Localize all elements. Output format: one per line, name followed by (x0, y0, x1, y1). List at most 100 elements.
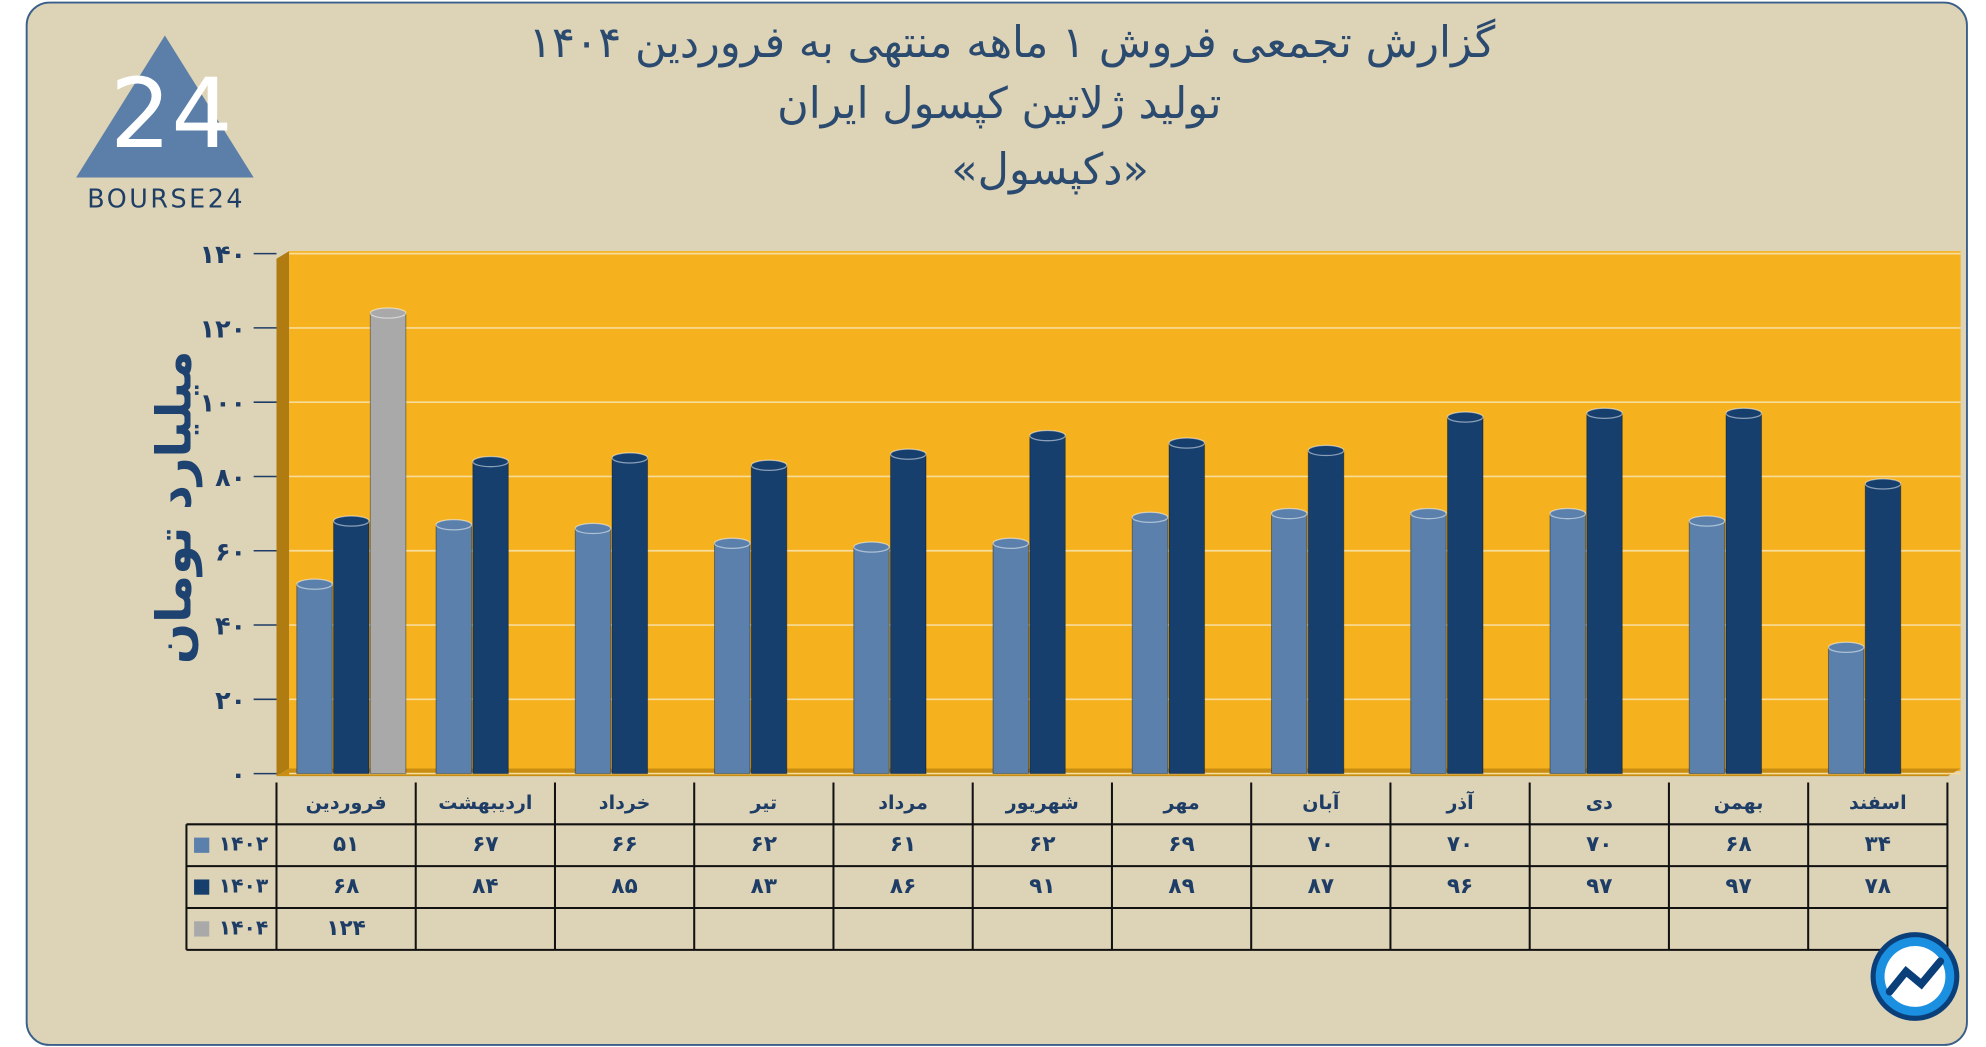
table-value: ۸۷ (1308, 874, 1334, 899)
bar-cap (992, 537, 1030, 550)
bar-cap (1549, 507, 1587, 520)
legend-swatch (194, 879, 210, 895)
table-value: ۶۲ (751, 832, 777, 857)
y-tick-label: ۸۰ (215, 462, 246, 492)
bar-cap (472, 455, 509, 468)
table-value: ۹۶ (1447, 874, 1473, 899)
bar (611, 457, 649, 775)
bar (1307, 449, 1345, 775)
bar-cap (853, 541, 890, 553)
y-tick-label: ۶۰ (215, 536, 246, 566)
bar-cap (332, 515, 370, 527)
bar (853, 546, 890, 775)
bar-cap (435, 519, 473, 531)
legend-label: ۱۴۰۳ (219, 874, 269, 898)
bar-cap (713, 537, 751, 550)
legend-label: ۱۴۰۴ (219, 915, 269, 939)
bar-cap (1168, 437, 1206, 449)
bars (296, 307, 1902, 775)
bar (992, 542, 1030, 775)
bar (1549, 513, 1586, 775)
bar-cap (369, 307, 407, 319)
chart-title: گزارش تجمعی فروش ۱ ماهه منتهی به فروردین… (529, 18, 1496, 68)
x-tick-label: اسفند (1849, 792, 1907, 814)
bar-cap (296, 578, 333, 590)
bar (1827, 646, 1865, 775)
bar (1270, 513, 1308, 775)
chart-subtitle: تولید ژلاتین کپسول ایران (777, 79, 1221, 129)
plot-area (289, 251, 1961, 772)
bar (890, 453, 927, 775)
bar-cap (611, 452, 649, 464)
bar-cap (1688, 515, 1726, 527)
bar (435, 524, 473, 775)
table-value: ۶۸ (1725, 832, 1751, 857)
chart-subtitle: «دکپسول» (951, 145, 1149, 195)
y-axis-label: میلیارد تومان (147, 350, 203, 664)
bar (1864, 483, 1902, 775)
y-tick-label: ۰ (231, 759, 246, 789)
bar-cap (1270, 507, 1308, 520)
icon-arrow (1885, 957, 1945, 996)
table-value: ۹۱ (1029, 874, 1055, 899)
bar-cap (750, 459, 788, 472)
table-value: ۹۷ (1586, 874, 1612, 899)
bar (472, 461, 509, 775)
bar-cap (889, 448, 927, 460)
legend-label: ۱۴۰۲ (219, 832, 269, 856)
legend-swatch (194, 837, 210, 853)
x-tick-label: مرداد (878, 792, 928, 814)
bar-cap (1410, 507, 1447, 520)
table-value: ۵۱ (333, 832, 359, 857)
x-tick-label: بهمن (1714, 792, 1764, 814)
x-tick-label: آذر (1445, 790, 1474, 814)
x-tick-label: آبان (1302, 790, 1340, 814)
table-value: ۶۱ (890, 832, 916, 857)
x-tick-label: مهر (1162, 792, 1199, 814)
y-tick-label: ۱۴۰ (200, 239, 246, 269)
bar (1725, 412, 1763, 775)
bar-cap (1586, 407, 1623, 420)
bar-cap (1827, 641, 1865, 654)
x-tick-label: اردیبهشت (438, 792, 532, 814)
table-value: ۶۹ (1168, 832, 1194, 857)
table-value: ۷۰ (1447, 832, 1473, 857)
bar (369, 312, 407, 775)
table-value: ۶۶ (611, 832, 637, 857)
x-tick-label: فروردین (306, 792, 387, 814)
bar-cap (1131, 511, 1169, 524)
table-value: ۳۴ (1865, 832, 1891, 857)
x-tick-label: شهریور (1005, 792, 1079, 814)
table-value: ۶۲ (1029, 832, 1055, 857)
bar (750, 464, 788, 775)
table-value: ۶۷ (472, 832, 498, 857)
table-value: ۷۸ (1865, 874, 1891, 899)
table-value: ۷۰ (1308, 832, 1334, 857)
bar (1447, 416, 1484, 775)
bar-cap (1446, 411, 1484, 423)
logo: 24 BOURSE24 (76, 35, 254, 213)
table-value: ۸۹ (1168, 874, 1194, 899)
table-value: ۶۸ (333, 874, 359, 899)
bar (1688, 520, 1726, 775)
bar (1410, 513, 1447, 775)
bar (1586, 412, 1623, 775)
y-tick-label: ۴۰ (215, 611, 246, 641)
table-value: ۸۳ (751, 874, 777, 899)
bar (296, 583, 333, 775)
bar-cap (1307, 444, 1345, 457)
logo-text: BOURSE24 (87, 183, 245, 213)
table-value: ۸۵ (611, 874, 637, 899)
bar (333, 520, 370, 775)
bar (574, 527, 612, 775)
bar-cap (1029, 429, 1066, 442)
x-tick-label: خرداد (599, 792, 651, 814)
data-table: فروردین ۵۱ ۶۸ ۱۲۴ اردیبهشت ۶۷ ۸۴ خرداد ۶۶ ۸۵ تیر ۶۲… (185, 782, 1949, 951)
bar (1131, 516, 1169, 775)
table-value: ۷۰ (1586, 832, 1612, 857)
bar-cap (1864, 478, 1902, 490)
x-tick-label: تیر (749, 792, 777, 814)
bar (1029, 435, 1066, 775)
logo-triangle (76, 35, 254, 178)
